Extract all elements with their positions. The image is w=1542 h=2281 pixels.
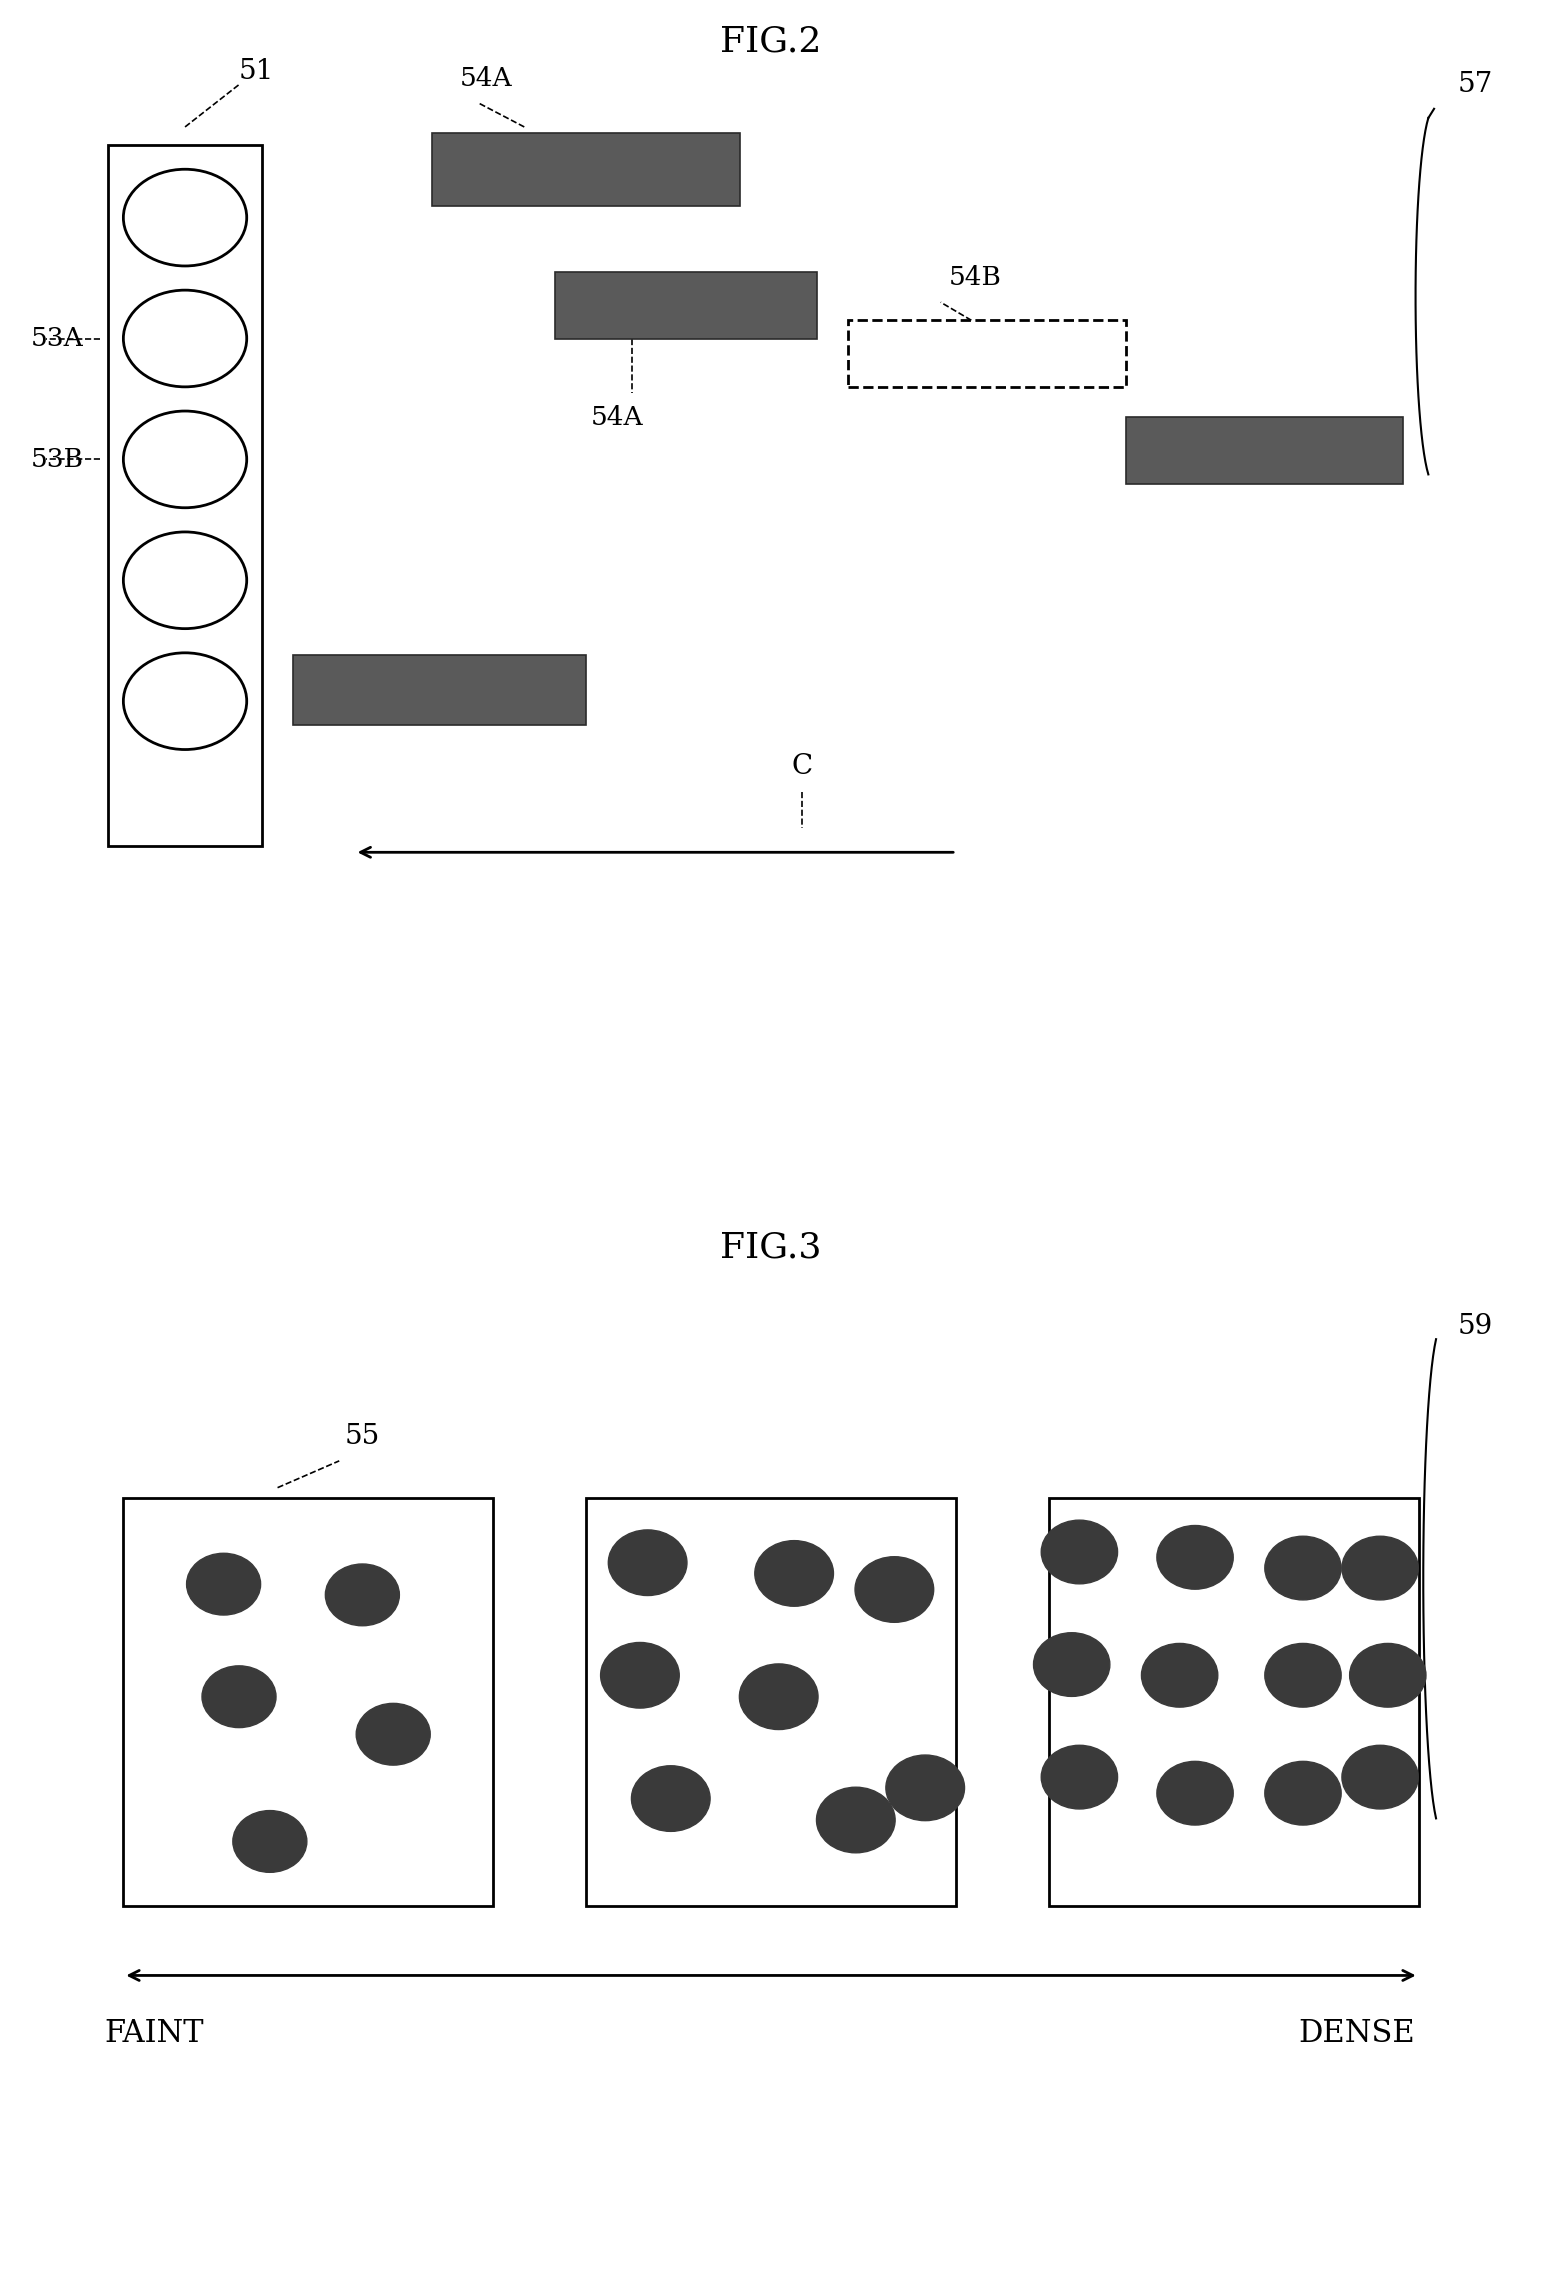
Ellipse shape	[1264, 1761, 1342, 1825]
Ellipse shape	[1156, 1761, 1234, 1825]
Ellipse shape	[1033, 1633, 1110, 1697]
Ellipse shape	[202, 1665, 276, 1727]
Text: FIG.3: FIG.3	[720, 1229, 822, 1264]
Text: DENSE: DENSE	[1298, 2019, 1416, 2048]
Ellipse shape	[1342, 1745, 1419, 1809]
Bar	[555, 271, 817, 338]
Text: C: C	[791, 753, 813, 780]
Text: 55: 55	[345, 1423, 379, 1451]
Ellipse shape	[1264, 1535, 1342, 1599]
Ellipse shape	[1264, 1642, 1342, 1706]
Ellipse shape	[356, 1704, 430, 1765]
Bar	[108, 146, 262, 846]
Ellipse shape	[1156, 1526, 1234, 1590]
Ellipse shape	[1349, 1642, 1426, 1706]
Text: 59: 59	[1457, 1314, 1493, 1341]
Text: 51: 51	[239, 57, 274, 84]
Ellipse shape	[600, 1642, 678, 1708]
Ellipse shape	[187, 1553, 261, 1615]
Ellipse shape	[1041, 1519, 1118, 1583]
Ellipse shape	[1141, 1642, 1218, 1706]
Text: 53B: 53B	[31, 447, 83, 472]
Bar	[123, 1499, 493, 1907]
Bar	[432, 132, 740, 205]
Ellipse shape	[1041, 1745, 1118, 1809]
Ellipse shape	[233, 1811, 307, 1873]
Text: 53A: 53A	[31, 326, 83, 351]
Ellipse shape	[885, 1754, 965, 1820]
Ellipse shape	[608, 1531, 688, 1594]
Circle shape	[123, 169, 247, 267]
Circle shape	[123, 411, 247, 509]
Bar	[1126, 417, 1403, 484]
Ellipse shape	[1342, 1535, 1419, 1599]
Bar	[848, 319, 1126, 388]
Ellipse shape	[854, 1556, 934, 1622]
Ellipse shape	[754, 1540, 833, 1606]
Circle shape	[123, 531, 247, 630]
Text: 54A: 54A	[460, 66, 512, 91]
Ellipse shape	[740, 1663, 817, 1729]
Text: 54A: 54A	[591, 406, 643, 431]
Ellipse shape	[325, 1565, 399, 1626]
Bar	[1049, 1499, 1419, 1907]
Text: FAINT: FAINT	[105, 2019, 204, 2048]
Circle shape	[123, 290, 247, 388]
Ellipse shape	[817, 1788, 896, 1852]
Text: 54B: 54B	[948, 265, 1001, 290]
Ellipse shape	[632, 1765, 709, 1832]
Bar	[293, 655, 586, 725]
Text: 57: 57	[1457, 71, 1493, 98]
Circle shape	[123, 652, 247, 750]
Bar	[586, 1499, 956, 1907]
Text: FIG.2: FIG.2	[720, 25, 822, 59]
